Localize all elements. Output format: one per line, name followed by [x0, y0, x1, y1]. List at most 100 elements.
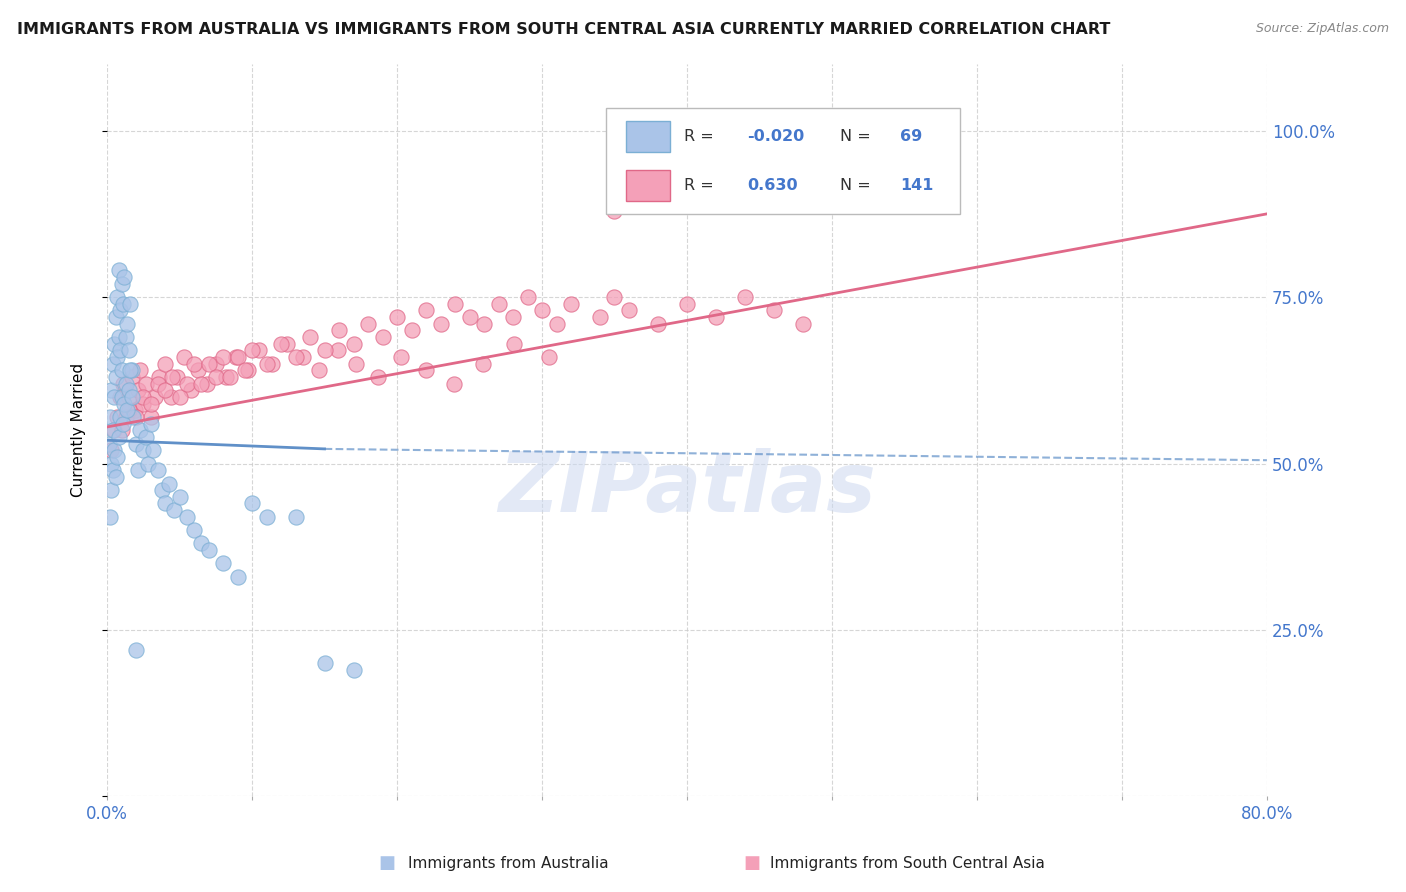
- Point: [169, 390, 191, 404]
- Point: [127, 384, 149, 398]
- Point: [115, 376, 138, 391]
- Point: [163, 503, 186, 517]
- Point: [143, 390, 166, 404]
- Point: [734, 290, 756, 304]
- Point: [105, 409, 128, 424]
- Point: [233, 363, 256, 377]
- Point: [132, 396, 155, 410]
- Point: [122, 409, 145, 424]
- Point: [127, 463, 149, 477]
- Point: [129, 363, 152, 377]
- Point: [160, 390, 183, 404]
- Point: [215, 370, 238, 384]
- Point: [226, 350, 249, 364]
- Point: [190, 536, 212, 550]
- FancyBboxPatch shape: [626, 121, 669, 152]
- Point: [101, 357, 124, 371]
- Point: [110, 390, 132, 404]
- Point: [100, 443, 122, 458]
- Point: [240, 496, 263, 510]
- Point: [262, 357, 284, 371]
- Point: [108, 409, 131, 424]
- Point: [346, 357, 368, 371]
- Point: [270, 336, 292, 351]
- Point: [115, 330, 138, 344]
- Point: [150, 483, 173, 498]
- Point: [503, 336, 526, 351]
- Point: [166, 370, 188, 384]
- Point: [401, 323, 423, 337]
- Point: [110, 277, 132, 291]
- Text: ■: ■: [744, 855, 761, 872]
- Point: [110, 423, 132, 437]
- Point: [111, 297, 134, 311]
- Point: [153, 384, 176, 398]
- Point: [328, 323, 350, 337]
- Point: [146, 376, 169, 391]
- Point: [367, 370, 389, 384]
- Point: [117, 317, 139, 331]
- Point: [153, 496, 176, 510]
- Text: 141: 141: [900, 178, 934, 194]
- Point: [560, 297, 582, 311]
- Point: [190, 376, 212, 391]
- Point: [173, 350, 195, 364]
- Point: [792, 317, 814, 331]
- Point: [284, 350, 307, 364]
- Point: [204, 357, 226, 371]
- Point: [617, 303, 640, 318]
- Point: [146, 463, 169, 477]
- Point: [458, 310, 481, 324]
- Point: [546, 317, 568, 331]
- Point: [204, 370, 226, 384]
- Point: [256, 509, 278, 524]
- Point: [121, 370, 143, 384]
- Point: [704, 310, 727, 324]
- Point: [110, 363, 132, 377]
- Point: [111, 376, 134, 391]
- Point: [142, 443, 165, 458]
- Point: [120, 297, 142, 311]
- Point: [139, 409, 162, 424]
- Point: [444, 297, 467, 311]
- Point: [101, 423, 124, 437]
- Text: Source: ZipAtlas.com: Source: ZipAtlas.com: [1256, 22, 1389, 36]
- Point: [139, 417, 162, 431]
- Text: ZIPatlas: ZIPatlas: [498, 449, 876, 529]
- Y-axis label: Currently Married: Currently Married: [72, 363, 86, 498]
- Point: [176, 376, 198, 391]
- Point: [291, 350, 314, 364]
- Point: [121, 390, 143, 404]
- Point: [219, 370, 242, 384]
- Point: [139, 396, 162, 410]
- Point: [132, 390, 155, 404]
- Point: [125, 643, 148, 657]
- Point: [314, 657, 336, 671]
- Point: [136, 457, 159, 471]
- Point: [101, 463, 124, 477]
- Point: [314, 343, 336, 358]
- Point: [108, 303, 131, 318]
- Text: N =: N =: [839, 178, 876, 194]
- Point: [247, 343, 270, 358]
- Point: [132, 443, 155, 458]
- Point: [256, 357, 278, 371]
- Point: [385, 310, 408, 324]
- Point: [180, 384, 202, 398]
- Point: [148, 370, 170, 384]
- Point: [105, 350, 128, 364]
- Point: [236, 363, 259, 377]
- Point: [589, 310, 612, 324]
- FancyBboxPatch shape: [606, 108, 959, 214]
- Point: [104, 310, 127, 324]
- Text: -0.020: -0.020: [748, 128, 804, 144]
- Point: [104, 470, 127, 484]
- Point: [195, 376, 218, 391]
- Point: [326, 343, 349, 358]
- Point: [176, 509, 198, 524]
- Text: IMMIGRANTS FROM AUSTRALIA VS IMMIGRANTS FROM SOUTH CENTRAL ASIA CURRENTLY MARRIE: IMMIGRANTS FROM AUSTRALIA VS IMMIGRANTS …: [17, 22, 1111, 37]
- Point: [308, 363, 330, 377]
- Point: [276, 336, 298, 351]
- Point: [118, 390, 141, 404]
- Point: [471, 357, 494, 371]
